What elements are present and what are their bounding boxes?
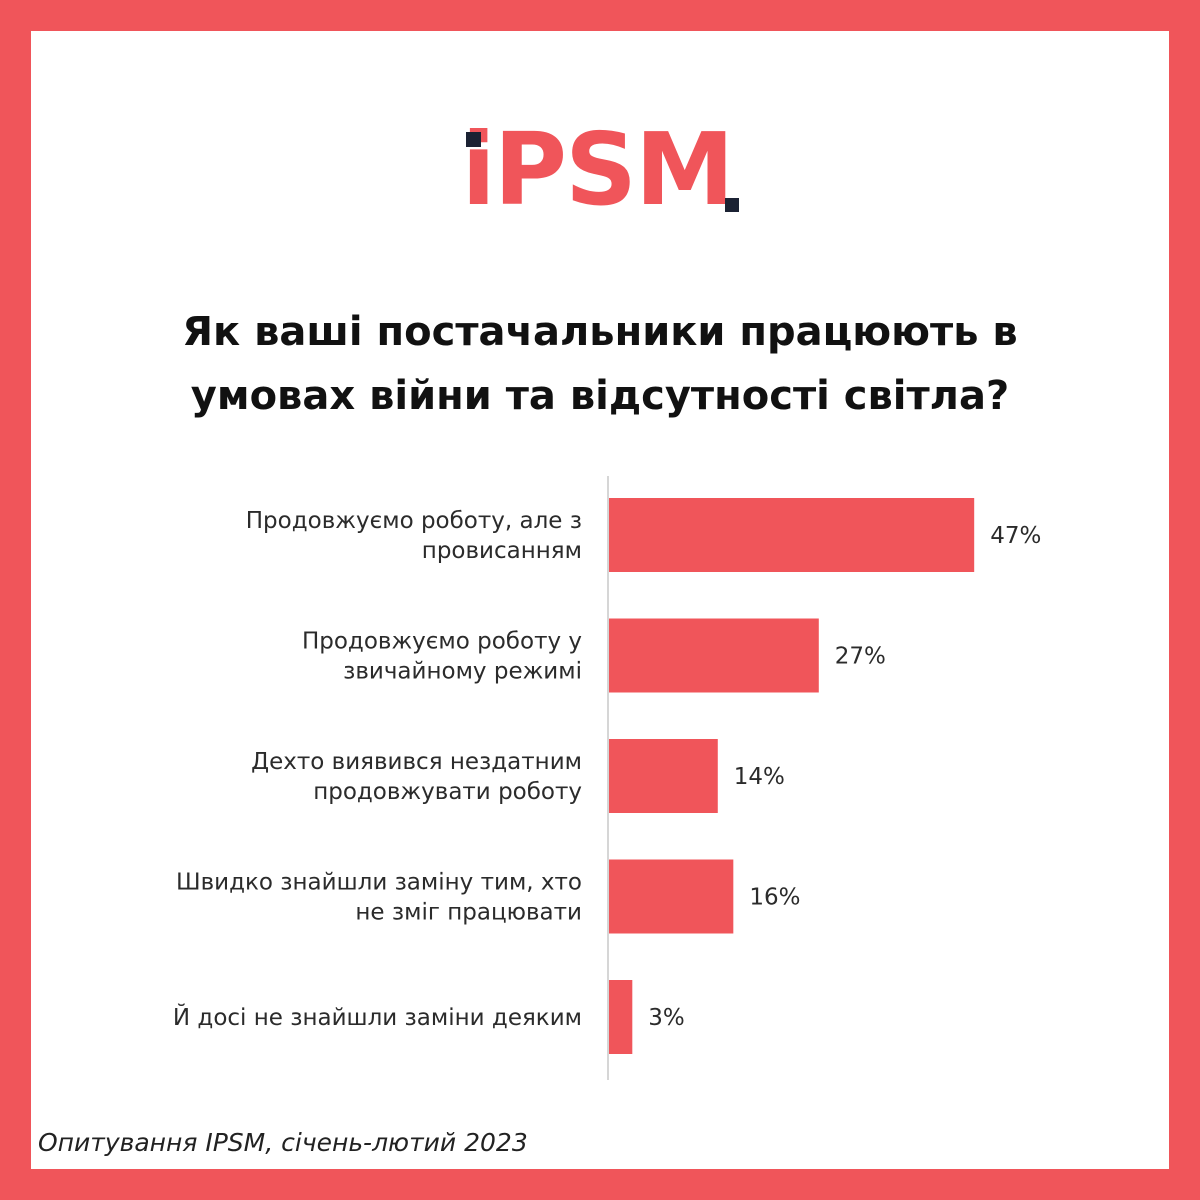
logo-exclamation-mark (724, 118, 739, 212)
bar-1 (609, 498, 975, 572)
chart-title: Як ваші постачальники працюють в умовах … (0, 300, 1200, 428)
bar-4 (609, 859, 734, 934)
value-label-5: 3% (648, 1005, 685, 1031)
bar-2 (609, 618, 819, 693)
category-label-4-line-1: Швидко знайшли заміну тим, хто (176, 870, 582, 896)
category-label-2-line-2: звичайному режимі (343, 659, 582, 685)
value-label-2: 27% (835, 644, 886, 670)
ipsm-logo: i PSM (0, 118, 1200, 220)
bar-3 (609, 739, 718, 813)
category-label-5-line-1: Й досі не знайшли заміни деяким (173, 1003, 582, 1031)
logo-i: i (461, 111, 495, 228)
logo-psm: PSM (493, 111, 735, 228)
logo-dot-mark (466, 132, 482, 147)
category-label-1-line-1: Продовжуємо роботу, але з (246, 508, 582, 534)
value-label-1: 47% (990, 523, 1041, 549)
category-label-3-line-2: продовжувати роботу (313, 779, 582, 805)
value-label-4: 16% (749, 885, 800, 911)
bar-5 (609, 980, 633, 1054)
source-note: Опитування IPSM, січень-лютий 2023 (38, 1128, 528, 1157)
value-label-3: 14% (734, 764, 785, 790)
category-label-1-line-2: провисанням (422, 538, 582, 564)
category-label-3-line-1: Дехто виявився нездатним (251, 749, 582, 775)
chart-title-line-2: умовах війни та відсутності світла? (190, 373, 1010, 419)
category-label-4-line-2: не зміг працювати (355, 900, 582, 926)
chart-title-line-1: Як ваші постачальники працюють в (182, 309, 1018, 355)
category-label-2-line-1: Продовжуємо роботу у (302, 629, 582, 655)
